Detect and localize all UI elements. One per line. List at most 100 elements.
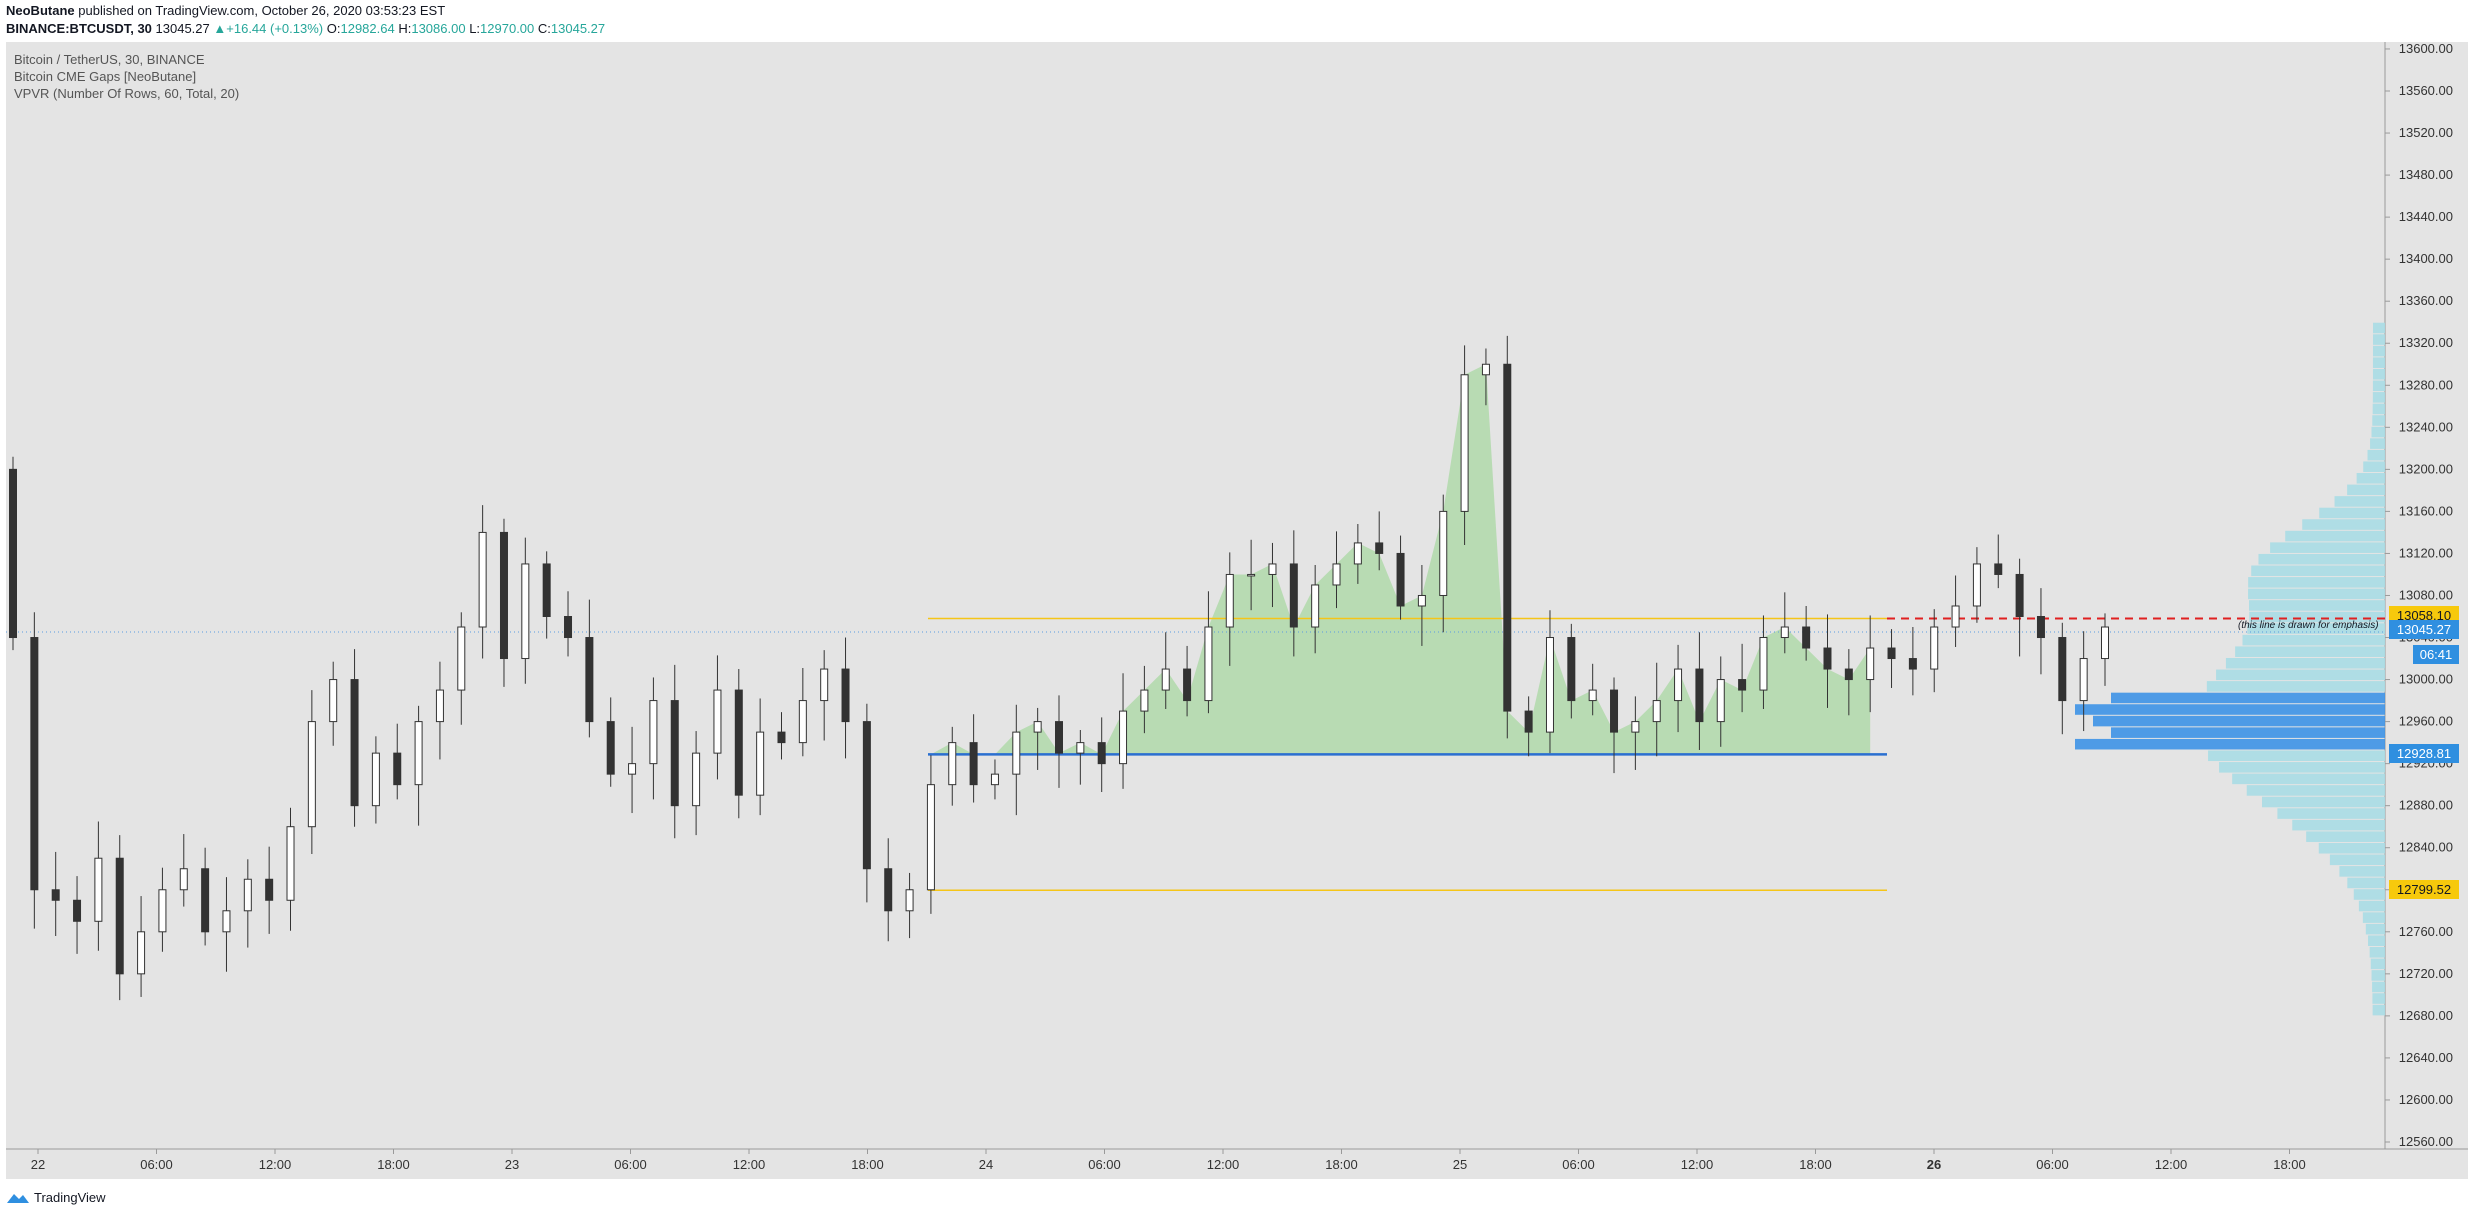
tradingview-logo-icon[interactable] bbox=[6, 1191, 30, 1205]
candle-body bbox=[1161, 668, 1170, 691]
candle-body bbox=[1887, 647, 1896, 660]
vpvr-row bbox=[2111, 727, 2385, 738]
time-axis-background bbox=[6, 1149, 2468, 1179]
vpvr-row bbox=[2247, 623, 2385, 634]
candle-body bbox=[115, 857, 124, 975]
candle-body bbox=[1716, 679, 1725, 723]
y-tick-label: 13080.00 bbox=[2399, 587, 2453, 602]
candle-body bbox=[542, 563, 551, 618]
y-tick-label: 13360.00 bbox=[2399, 293, 2453, 308]
candle-body bbox=[243, 878, 252, 912]
candle-body bbox=[1439, 510, 1448, 596]
candle-body bbox=[1332, 563, 1341, 586]
x-tick-label: 18:00 bbox=[2273, 1157, 2306, 1172]
candle-body bbox=[1183, 668, 1192, 702]
candle-body bbox=[350, 679, 359, 807]
vpvr-row bbox=[2246, 785, 2385, 796]
vpvr-row bbox=[2075, 704, 2385, 715]
vpvr-row bbox=[2353, 889, 2385, 900]
x-tick-label: 06:00 bbox=[1562, 1157, 1595, 1172]
vpvr-row bbox=[2372, 1004, 2385, 1016]
candle-body bbox=[1524, 710, 1533, 733]
vpvr-row bbox=[2372, 357, 2385, 368]
candle-body bbox=[265, 878, 274, 901]
candle-body bbox=[1119, 710, 1128, 765]
candle-body bbox=[371, 752, 380, 807]
vpvr-row bbox=[2372, 345, 2385, 357]
vpvr-row bbox=[2249, 600, 2385, 611]
x-tick-label: 06:00 bbox=[2036, 1157, 2069, 1172]
y-tick-label: 13160.00 bbox=[2399, 503, 2453, 518]
candle-body bbox=[457, 626, 466, 691]
x-tick-label: 25 bbox=[1453, 1157, 1467, 1172]
candle-body bbox=[734, 689, 743, 796]
y-tick-label: 13440.00 bbox=[2399, 209, 2453, 224]
x-tick-label: 22 bbox=[31, 1157, 45, 1172]
x-tick-label: 23 bbox=[505, 1157, 519, 1172]
candle-body bbox=[414, 721, 423, 786]
candle-body bbox=[222, 910, 231, 933]
candle-body bbox=[1951, 605, 1960, 628]
vpvr-row bbox=[2362, 912, 2385, 923]
vpvr-row bbox=[2329, 854, 2385, 866]
x-tick-label: 12:00 bbox=[1681, 1157, 1714, 1172]
author-name[interactable]: NeoButane bbox=[6, 3, 75, 18]
vpvr-row bbox=[2372, 380, 2385, 392]
legend-indicator-vpvr[interactable]: VPVR (Number Of Rows, 60, Total, 20) bbox=[14, 86, 240, 101]
y-tick-label: 12760.00 bbox=[2399, 924, 2453, 939]
candle-body bbox=[286, 826, 295, 901]
candle-body bbox=[499, 531, 508, 660]
vpvr-row bbox=[2372, 993, 2385, 1004]
candle-body bbox=[649, 700, 658, 765]
y-tick-label: 13560.00 bbox=[2399, 83, 2453, 98]
candle-body bbox=[1972, 563, 1981, 607]
candle-body bbox=[2079, 658, 2088, 702]
y-tick-label: 13400.00 bbox=[2399, 251, 2453, 266]
vpvr-row bbox=[2318, 842, 2385, 854]
candle-body bbox=[435, 689, 444, 723]
candle-body bbox=[158, 889, 167, 933]
candle-body bbox=[1012, 731, 1021, 775]
publish-info: NeoButane published on TradingView.com, … bbox=[6, 3, 445, 18]
legend-indicator-cme-gaps[interactable]: Bitcoin CME Gaps [NeoButane] bbox=[14, 69, 197, 84]
candle-body bbox=[2058, 637, 2067, 702]
candle-body bbox=[179, 868, 188, 891]
vpvr-row bbox=[2075, 738, 2385, 750]
y-tick-label: 12960.00 bbox=[2399, 714, 2453, 729]
vpvr-row bbox=[2232, 773, 2385, 785]
open-label: O: bbox=[326, 21, 341, 36]
vpvr-row bbox=[2306, 831, 2385, 842]
candle-body bbox=[798, 700, 807, 744]
footer-brand[interactable]: TradingView bbox=[34, 1190, 106, 1205]
vpvr-row bbox=[2372, 403, 2385, 415]
countdown-label: 06:41 bbox=[2413, 645, 2459, 664]
candle-body bbox=[1908, 658, 1917, 670]
x-tick-label: 12:00 bbox=[2155, 1157, 2188, 1172]
candle-body bbox=[51, 889, 60, 901]
header: NeoButane published on TradingView.com, … bbox=[0, 0, 2468, 42]
chart-background bbox=[6, 42, 2385, 1149]
candles-layer bbox=[9, 335, 2109, 1001]
candle-body bbox=[628, 763, 637, 775]
candle-body bbox=[1994, 563, 2003, 575]
candle-body bbox=[9, 468, 17, 639]
symbol-name[interactable]: BINANCE:BTCUSDT, 30 bbox=[6, 21, 152, 36]
vpvr-row bbox=[2358, 900, 2385, 912]
change-arrow-icon: ▲ bbox=[213, 21, 227, 36]
candle-body bbox=[1866, 647, 1875, 681]
candle-body bbox=[1695, 668, 1704, 723]
y-tick-label: 13240.00 bbox=[2399, 419, 2453, 434]
candle-body bbox=[329, 679, 338, 723]
vpvr-row bbox=[2372, 368, 2385, 380]
vpvr-row bbox=[2356, 473, 2385, 484]
vpvr-row bbox=[2372, 334, 2385, 345]
candle-body bbox=[756, 731, 765, 796]
candle-body bbox=[948, 742, 957, 786]
legend-title[interactable]: Bitcoin / TetherUS, 30, BINANCE bbox=[14, 52, 205, 67]
candle-body bbox=[73, 899, 82, 922]
candle-body bbox=[1460, 374, 1469, 512]
vpvr-row bbox=[2270, 542, 2385, 553]
y-tick-label: 13120.00 bbox=[2399, 545, 2453, 560]
vpvr-row bbox=[2251, 565, 2385, 577]
